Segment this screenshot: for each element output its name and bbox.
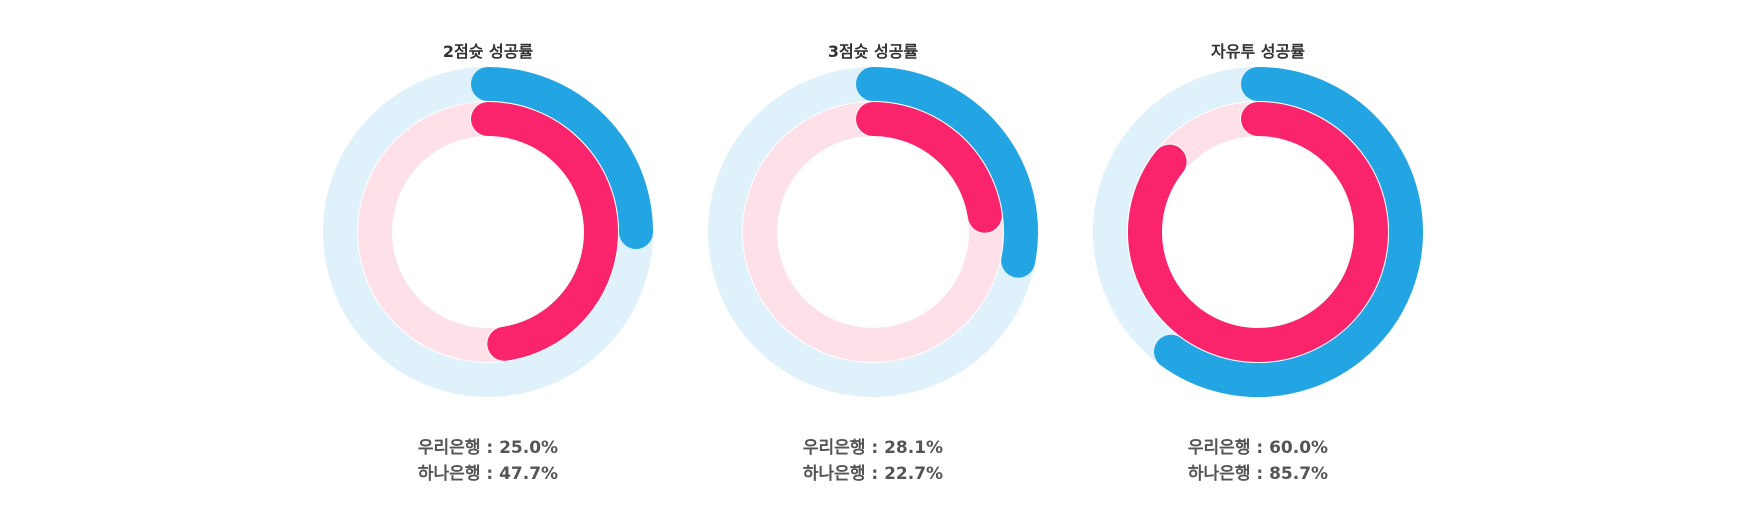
chart-freethrow: 자유투 성공률 우리은행 : 60.0% 하나은행 : 85.7% — [1078, 0, 1438, 522]
stat-woori: 우리은행 : 60.0% — [1187, 438, 1329, 458]
stat-hana: 하나은행 : 47.7% — [417, 464, 559, 484]
hana-arc — [471, 102, 618, 361]
stats-legend: 우리은행 : 28.1% 하나은행 : 22.7% — [693, 435, 1053, 487]
stat-hana: 하나은행 : 22.7% — [802, 464, 944, 484]
chart-3pt: 3점슛 성공률 우리은행 : 28.1% 하나은행 : 22.7% — [693, 0, 1053, 522]
woori-arc — [856, 67, 1038, 278]
chart-2pt: 2점슛 성공률 우리은행 : 25.0% 하나은행 : 47.7% — [308, 0, 668, 522]
woori-arc — [1154, 67, 1423, 397]
stat-hana: 하나은행 : 85.7% — [1187, 464, 1329, 484]
radial-chart — [708, 67, 1038, 397]
stat-woori: 우리은행 : 28.1% — [802, 438, 944, 458]
chart-title: 2점슛 성공률 — [442, 42, 534, 61]
chart-title: 3점슛 성공률 — [827, 42, 919, 61]
chart-title: 자유투 성공률 — [1211, 42, 1305, 61]
radial-chart — [323, 67, 653, 397]
stats-legend: 우리은행 : 25.0% 하나은행 : 47.7% — [308, 435, 668, 487]
hana-arc — [1128, 102, 1388, 362]
stats-legend: 우리은행 : 60.0% 하나은행 : 85.7% — [1078, 435, 1438, 487]
hana-arc — [856, 102, 1002, 233]
stat-woori: 우리은행 : 25.0% — [417, 438, 559, 458]
radial-chart — [1093, 67, 1423, 397]
woori-arc — [471, 67, 653, 249]
